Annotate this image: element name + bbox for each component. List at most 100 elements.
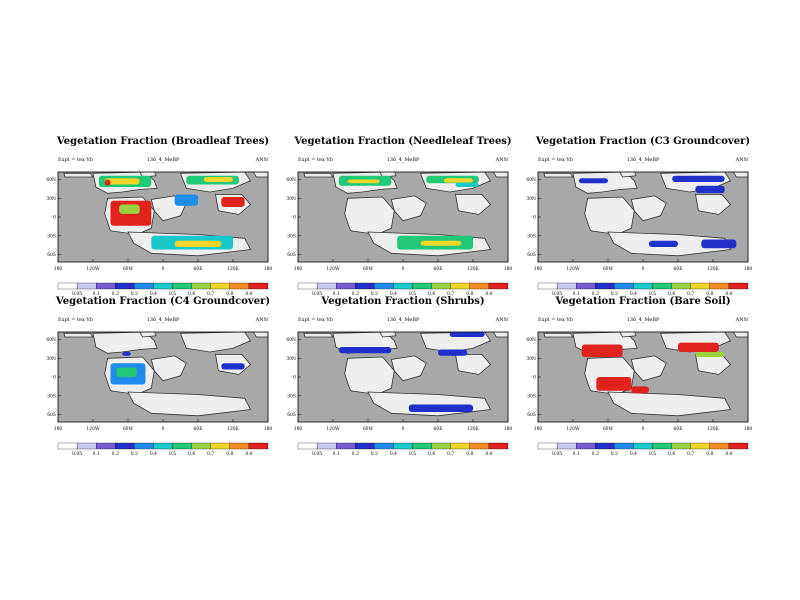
map-panel-6: Vegetation Fraction (Bare Soil) Expt = te…	[526, 296, 752, 457]
data-patch-4	[648, 240, 678, 247]
lon-tick-label: 60E	[193, 426, 202, 432]
colorbar-swatch	[671, 442, 691, 450]
colorbar-swatch	[355, 442, 375, 450]
season-label: ANN	[495, 157, 509, 163]
expt-label: Expt = tex Yb	[538, 157, 573, 163]
colorbar-tick-label: 0.5	[649, 291, 656, 297]
colorbar-swatch	[76, 442, 97, 450]
season-label: ANN	[255, 157, 269, 163]
colorbar-tick-label: 0.4	[390, 451, 397, 457]
colorbar-swatch	[115, 282, 135, 290]
colorbar-swatch	[374, 442, 394, 450]
data-patch-5	[695, 352, 725, 357]
lat-tick-label: 0	[533, 215, 536, 221]
colorbar-tick-label: 0.1	[93, 291, 100, 297]
continent-8	[543, 172, 574, 178]
lat-tick-label: 60N	[526, 337, 536, 343]
colorbar-swatch	[690, 282, 710, 290]
lon-tick-label: 120W	[566, 266, 580, 272]
lon-tick-label: 60W	[123, 266, 134, 272]
data-patch-8	[174, 194, 198, 206]
continent-8	[303, 172, 334, 178]
colorbar-swatch	[576, 282, 596, 290]
lat-tick-label: 60S	[287, 412, 296, 418]
colorbar-swatch	[709, 282, 730, 290]
lat-tick-label: 30N	[286, 196, 296, 202]
lon-tick-label: 120W	[86, 266, 100, 272]
panel-title: Vegetation Fraction (Bare Soil)	[554, 296, 730, 307]
colorbar-tick-label: 0.3	[131, 291, 138, 297]
lat-tick-label: 0	[293, 375, 296, 381]
data-patch-4	[443, 178, 473, 183]
colorbar-swatch	[336, 442, 356, 450]
expt-label: Expt = tex Yb	[58, 317, 93, 323]
run-label: 136_4_MeBP	[387, 317, 420, 323]
continent-5	[179, 332, 252, 353]
season-label: ANN	[735, 157, 749, 163]
map-layer	[63, 172, 268, 257]
data-patch-11	[174, 240, 222, 247]
colorbar-swatch	[728, 282, 749, 290]
lon-tick-label: 180	[264, 266, 273, 272]
data-patch-1	[581, 344, 623, 357]
continent-4	[390, 355, 427, 382]
colorbar-tick-label: 0.7	[207, 451, 214, 457]
data-patch-2	[104, 178, 140, 185]
lon-tick-label: 120E	[227, 266, 239, 272]
colorbar-tick-label: 0.1	[573, 291, 580, 297]
lon-tick-label: 120W	[86, 426, 100, 432]
colorbar-swatch	[488, 442, 509, 450]
lat-tick-label: 0	[53, 215, 56, 221]
map-layer	[63, 332, 268, 417]
colorbar-tick-label: 0.8	[466, 451, 473, 457]
lat-tick-label: 60S	[527, 412, 536, 418]
lon-tick-label: 180	[264, 426, 273, 432]
expt-label: Expt = tex Yb	[298, 317, 333, 323]
lat-tick-label: 60N	[46, 337, 56, 343]
continent-8	[63, 332, 94, 338]
colorbar-swatch	[614, 282, 634, 290]
continent-7	[607, 391, 732, 417]
colorbar-swatch	[412, 282, 432, 290]
map-layer	[543, 332, 748, 417]
colorbar-swatch	[709, 442, 730, 450]
run-label: 136_4_MeBP	[147, 157, 180, 163]
colorbar-swatch	[450, 442, 470, 450]
colorbar-swatch	[450, 282, 470, 290]
lat-tick-label: 0	[293, 215, 296, 221]
colorbar-tick-label: 0.3	[611, 451, 618, 457]
continent-9	[252, 332, 268, 338]
continent-6	[455, 354, 492, 375]
colorbar-swatch	[76, 282, 97, 290]
lon-tick-label: 60W	[363, 426, 374, 432]
colorbar-swatch	[431, 282, 451, 290]
lon-tick-label: 120E	[467, 426, 479, 432]
lon-tick-label: 60E	[673, 426, 682, 432]
colorbar-swatch	[355, 282, 375, 290]
colorbar-swatch	[537, 442, 558, 450]
lon-tick-label: 180	[534, 426, 543, 432]
lon-tick-label: 60E	[433, 426, 442, 432]
colorbar-tick-label: 0.9	[485, 291, 492, 297]
colorbar-swatch	[316, 282, 337, 290]
colorbar-swatch	[96, 442, 116, 450]
colorbar-tick-label: 0.8	[466, 291, 473, 297]
colorbar-tick-label: 0.9	[725, 291, 732, 297]
colorbar-swatch	[431, 442, 451, 450]
colorbar-tick-label: 0.4	[630, 291, 637, 297]
panel-title: Vegetation Fraction (Needleleaf Trees)	[293, 136, 511, 147]
lat-tick-label: 30S	[527, 233, 536, 239]
colorbar-tick-label: 0.05	[552, 291, 562, 297]
colorbar-tick-label: 0.4	[630, 451, 637, 457]
colorbar-swatch	[229, 282, 250, 290]
data-patch-2	[347, 179, 380, 184]
colorbar-swatch	[248, 442, 269, 450]
panel-title: Vegetation Fraction (C4 Groundcover)	[55, 296, 270, 307]
colorbar-swatch	[728, 442, 749, 450]
lat-tick-label: 60S	[47, 412, 56, 418]
colorbar-tick-label: 0.3	[371, 291, 378, 297]
colorbar-swatch	[134, 282, 154, 290]
colorbar-tick-label: 0.5	[409, 451, 416, 457]
colorbar-tick-label: 0.7	[687, 291, 694, 297]
